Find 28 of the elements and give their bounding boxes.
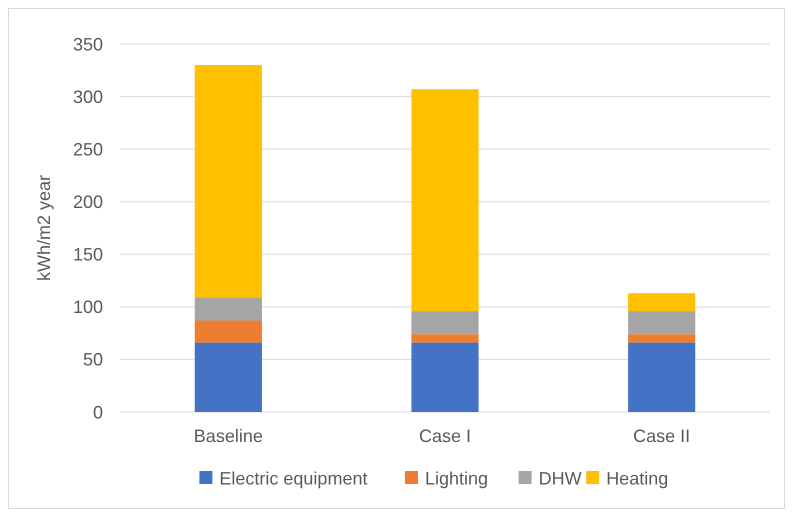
bar	[194, 320, 262, 343]
bar	[628, 342, 696, 412]
bar	[411, 334, 479, 343]
bar	[411, 311, 479, 334]
bar	[194, 342, 262, 412]
bar	[194, 297, 262, 321]
bar	[411, 342, 479, 412]
legend-label: DHW	[538, 468, 582, 488]
x-tick-label: Case II	[633, 426, 690, 446]
y-tick-label: 100	[72, 297, 103, 318]
x-tick-label: Baseline	[194, 426, 263, 446]
x-tick-label: Case I	[418, 426, 472, 446]
y-tick-label: 0	[92, 402, 103, 422]
y-tick-label: 250	[72, 139, 103, 160]
legend-label: Heating	[606, 468, 668, 488]
bar	[628, 334, 696, 343]
y-tick-label: 150	[72, 244, 103, 265]
bar	[628, 293, 696, 312]
bar	[411, 89, 479, 312]
legend-label: Lighting	[425, 468, 488, 488]
bar	[628, 311, 696, 334]
y-tick-label: 50	[82, 350, 103, 370]
y-axis-title: kWh/m2 year	[34, 174, 54, 282]
y-tick-label: 350	[72, 34, 103, 54]
y-tick-label: 300	[72, 86, 103, 107]
bar	[194, 65, 262, 298]
y-tick-label: 200	[72, 192, 103, 212]
legend-label: Electric equipment	[219, 468, 368, 488]
